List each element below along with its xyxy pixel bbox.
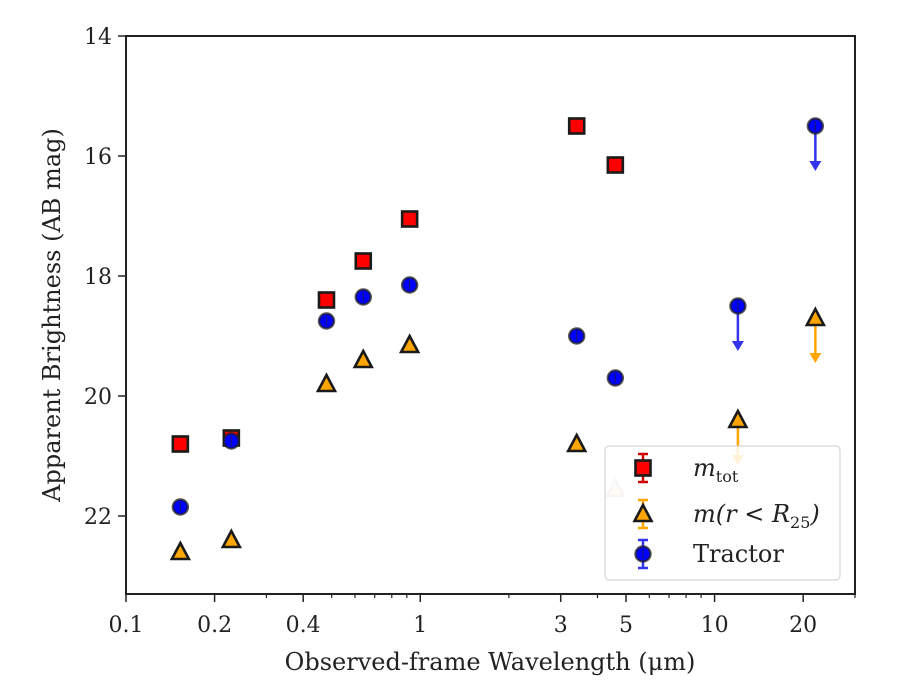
square-point <box>400 210 419 228</box>
triangle-marker <box>220 528 243 549</box>
triangle-marker <box>632 502 654 523</box>
triangle-point <box>315 372 338 393</box>
x-tick-label: 0.2 <box>197 613 232 638</box>
square-marker <box>317 291 336 309</box>
plot-frame <box>125 35 856 595</box>
y-tick-label: 16 <box>84 145 112 170</box>
legend-marker <box>634 545 652 563</box>
x-tick-label: 10 <box>701 613 729 638</box>
series-2 <box>171 117 825 516</box>
triangle-point <box>398 333 421 354</box>
y-tick-label: 22 <box>84 505 112 530</box>
arrow-head <box>809 161 822 171</box>
circle-point <box>400 276 419 294</box>
x-tick-label: 0.4 <box>286 613 321 638</box>
legend-marker <box>634 459 652 477</box>
x-tick-label: 20 <box>789 613 817 638</box>
triangle-marker <box>398 333 421 354</box>
triangle-point <box>566 432 588 453</box>
series-0 <box>171 117 625 453</box>
square-point <box>567 117 586 135</box>
circle-point <box>568 327 586 345</box>
circle-point <box>729 297 747 315</box>
x-axis-title: Observed-frame Wavelength (μm) <box>285 648 696 676</box>
square-marker <box>171 435 190 453</box>
x-tick-label: 0.1 <box>109 613 144 638</box>
square-point <box>317 291 336 309</box>
triangle-point <box>804 306 827 327</box>
square-marker <box>606 156 625 174</box>
triangle-point <box>727 408 749 429</box>
square-marker <box>567 117 586 135</box>
circle-point <box>354 288 372 306</box>
triangle-marker <box>352 348 374 369</box>
circle-point <box>317 312 336 330</box>
y-axis-title: Apparent Brightness (AB mag) <box>38 128 66 503</box>
triangle-marker <box>804 306 827 327</box>
y-tick-label: 20 <box>84 385 112 410</box>
legend-label: m(r < R25) <box>693 500 820 532</box>
x-tick-label: 3 <box>554 613 568 638</box>
y-tick-label: 18 <box>84 265 112 290</box>
square-marker <box>634 459 652 477</box>
triangle-point <box>352 348 374 369</box>
triangle-marker <box>727 408 749 429</box>
triangle-marker <box>315 372 338 393</box>
square-marker <box>354 252 373 270</box>
y-tick-label: 14 <box>84 25 112 50</box>
circle-point <box>171 498 190 516</box>
circle-point <box>606 369 625 387</box>
legend-marker <box>632 502 654 523</box>
triangle-marker <box>169 540 192 561</box>
triangle-point <box>169 540 192 561</box>
circle-point <box>222 432 241 450</box>
x-tick-label: 1 <box>413 613 427 638</box>
arrow-head <box>731 341 744 351</box>
square-point <box>171 435 190 453</box>
legend-box <box>604 445 841 581</box>
axis-ticks: 0.1 0.2 0.4 1 3 5 10 20 14 16 18 20 22 <box>84 25 856 638</box>
circle-point <box>806 117 825 135</box>
triangle-marker <box>566 432 588 453</box>
arrow-head <box>809 353 822 363</box>
square-point <box>354 252 373 270</box>
legend: mtot m(r < R25) Tractor <box>604 445 841 581</box>
legend-label: mtot <box>693 454 739 486</box>
square-marker <box>400 210 419 228</box>
triangle-point <box>220 528 243 549</box>
x-tick-label: 5 <box>619 613 633 638</box>
square-point <box>606 156 625 174</box>
legend-label: Tractor <box>693 540 784 568</box>
